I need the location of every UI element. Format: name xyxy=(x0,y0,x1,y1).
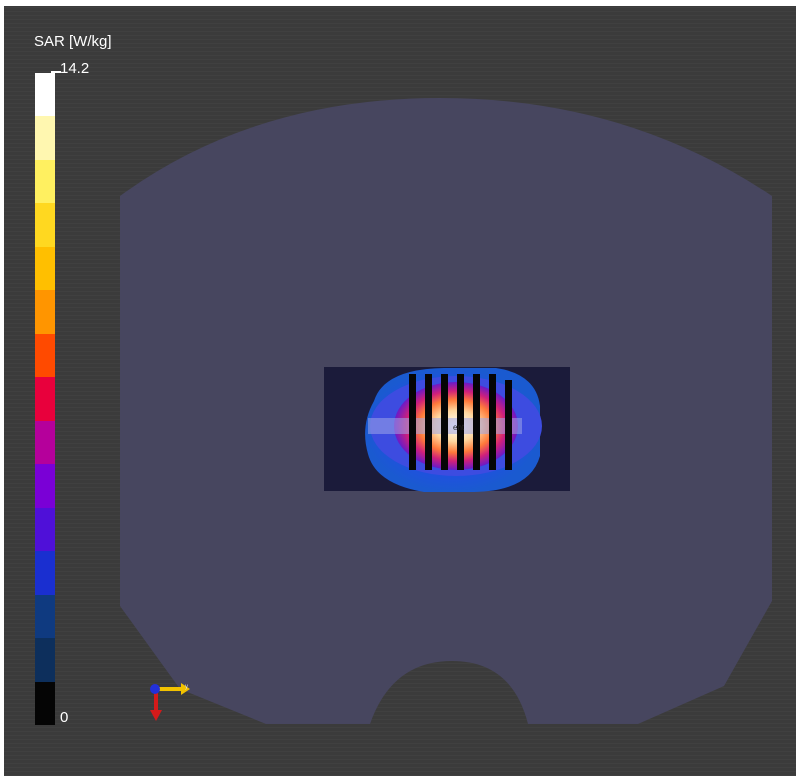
coil-rung xyxy=(473,374,480,470)
colorbar-segment xyxy=(35,420,55,465)
coil-rung xyxy=(441,374,448,470)
z-axis-arrow xyxy=(150,710,162,721)
axes-triad[interactable]: y xyxy=(150,683,190,721)
colorbar-segment xyxy=(35,681,55,726)
colorbar-segment xyxy=(35,159,55,204)
colorbar xyxy=(35,73,55,726)
coil-rung xyxy=(409,374,416,470)
colorbar-segment xyxy=(35,73,55,117)
colorbar-segment xyxy=(35,638,55,682)
colorbar-max-tick xyxy=(51,71,61,73)
coil-rung xyxy=(425,374,432,470)
y-axis-arrow xyxy=(181,683,190,695)
coil-rung xyxy=(505,380,512,470)
colorbar-segment xyxy=(35,464,55,508)
colorbar-min-label: 0 xyxy=(60,709,69,726)
coil-label: ent xyxy=(453,423,465,432)
scene-render: ent y xyxy=(120,98,772,724)
colorbar-max-label: 14.2 xyxy=(60,60,90,77)
y-axis-label: y xyxy=(185,684,188,690)
colorbar-segment xyxy=(35,246,55,291)
colorbar-segment xyxy=(35,594,55,639)
coil-rung xyxy=(489,374,496,470)
x-axis-dot xyxy=(150,684,160,694)
colorbar-segment xyxy=(35,507,55,552)
coil-rung xyxy=(457,374,464,470)
3d-viewport[interactable]: ent y SAR [W/kg] 14.2 0 xyxy=(4,6,796,776)
colorbar-segment xyxy=(35,203,55,247)
coil-rungs xyxy=(409,374,512,470)
colorbar-segment xyxy=(35,116,55,160)
colorbar-segment xyxy=(35,290,55,334)
colorbar-segment xyxy=(35,377,55,421)
colorbar-segment xyxy=(35,333,55,378)
colorbar-title: SAR [W/kg] xyxy=(34,33,112,50)
colorbar-segment xyxy=(35,551,55,595)
